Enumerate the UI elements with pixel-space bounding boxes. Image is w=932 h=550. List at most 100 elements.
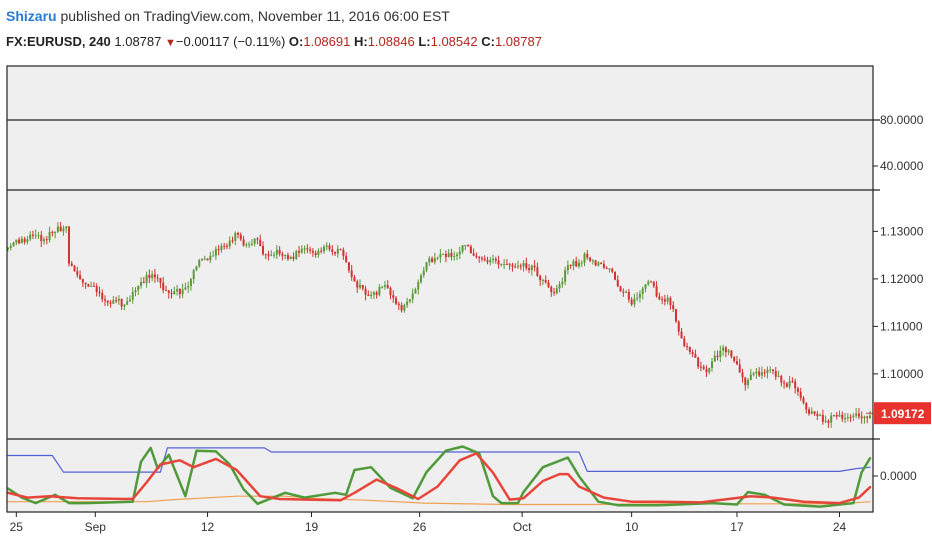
candle-body (128, 299, 131, 302)
candle-body (589, 257, 592, 261)
candle-body (12, 242, 15, 246)
candle-body (708, 368, 711, 373)
candle-body (763, 372, 766, 374)
candle-body (395, 297, 398, 304)
candle-body (372, 292, 375, 295)
candle-body (267, 254, 270, 256)
candle-body (586, 253, 589, 258)
candle-body (802, 398, 805, 403)
last-price-tag-label: 1.09172 (881, 407, 925, 421)
publish-line: Shizaru published on TradingView.com, No… (6, 6, 906, 26)
symbol-label[interactable]: FX:EURUSD, 240 (6, 34, 111, 49)
candle-body (286, 255, 289, 259)
candle-body (724, 347, 727, 353)
candle-body (56, 226, 59, 232)
candle-body (201, 258, 204, 261)
candle-body (783, 382, 786, 384)
candle-body (90, 285, 93, 287)
candle-body (284, 255, 287, 257)
candle-body (159, 278, 162, 283)
candle-body (270, 254, 273, 256)
candle-body (84, 282, 87, 285)
price-tick-label: 1.12000 (880, 272, 924, 286)
time-tick-label: 19 (305, 520, 319, 534)
candle-body (672, 305, 675, 310)
candle-body (300, 248, 303, 253)
candle-body (256, 238, 259, 240)
candle-body (647, 281, 650, 285)
candle-body (400, 305, 403, 311)
candle-body (855, 413, 858, 416)
candle-body (209, 255, 212, 261)
candle-body (830, 415, 833, 423)
candle-body (738, 364, 741, 373)
candle-body (37, 235, 40, 237)
last-price: 1.08787 (114, 34, 162, 49)
candle-body (62, 228, 65, 232)
candle-body (54, 231, 57, 234)
candle-body (505, 263, 508, 265)
candle-body (345, 256, 348, 263)
candle-body (666, 297, 669, 302)
candle-body (250, 243, 253, 245)
candle-body (248, 244, 251, 246)
right-axis-bg (873, 66, 932, 512)
candle-body (192, 270, 195, 280)
candle-body (331, 249, 334, 252)
candle-body (735, 361, 738, 365)
candle-body (156, 277, 159, 279)
candle-body (419, 275, 422, 283)
candle-body (273, 254, 276, 256)
time-tick-label: 10 (625, 520, 639, 534)
time-tick-label: 17 (730, 520, 744, 534)
candle-body (805, 402, 808, 410)
candle-body (187, 286, 190, 288)
candle-body (309, 249, 312, 251)
candle-body (705, 368, 708, 373)
candle-body (494, 258, 497, 261)
candle-body (34, 235, 37, 237)
candle-body (408, 299, 411, 302)
candle-body (397, 303, 400, 306)
candle-body (334, 251, 337, 254)
candle-body (117, 298, 120, 301)
candle-body (322, 246, 325, 252)
candle-body (727, 350, 730, 353)
candle-body (760, 372, 763, 376)
candle-body (70, 263, 73, 266)
upper-tick-label: 40.0000 (880, 159, 924, 173)
candle-body (431, 258, 434, 263)
candle-body (359, 284, 362, 288)
time-axis: 25 Sep 12 19 26 Oct 10 17 24 (10, 512, 847, 534)
candle-body (674, 309, 677, 322)
candle-body (414, 289, 417, 294)
candle-body (730, 350, 733, 357)
candle-body (342, 249, 345, 257)
candle-body (361, 284, 364, 289)
candle-body (611, 268, 614, 272)
publisher-link[interactable]: Shizaru (6, 8, 57, 24)
candle-body (869, 415, 871, 418)
candle-body (339, 248, 342, 250)
published-text: published on TradingView.com, November 1… (60, 8, 450, 24)
candle-body (115, 300, 118, 302)
candle-body (658, 296, 661, 300)
candle-body (511, 264, 514, 267)
candle-body (433, 258, 436, 263)
candle-body (375, 292, 378, 295)
candle-body (816, 413, 819, 417)
candle-body (153, 274, 156, 278)
candle-body (566, 265, 569, 271)
candle-body (422, 270, 425, 276)
candle-body (835, 414, 838, 417)
candle-body (849, 417, 852, 419)
candle-body (827, 420, 830, 423)
candle-body (29, 234, 32, 240)
time-tick-label: 24 (833, 520, 847, 534)
candle-body (852, 415, 855, 418)
candle-body (699, 366, 702, 368)
candle-body (561, 281, 564, 285)
candle-body (622, 291, 625, 293)
candle-body (528, 268, 531, 270)
